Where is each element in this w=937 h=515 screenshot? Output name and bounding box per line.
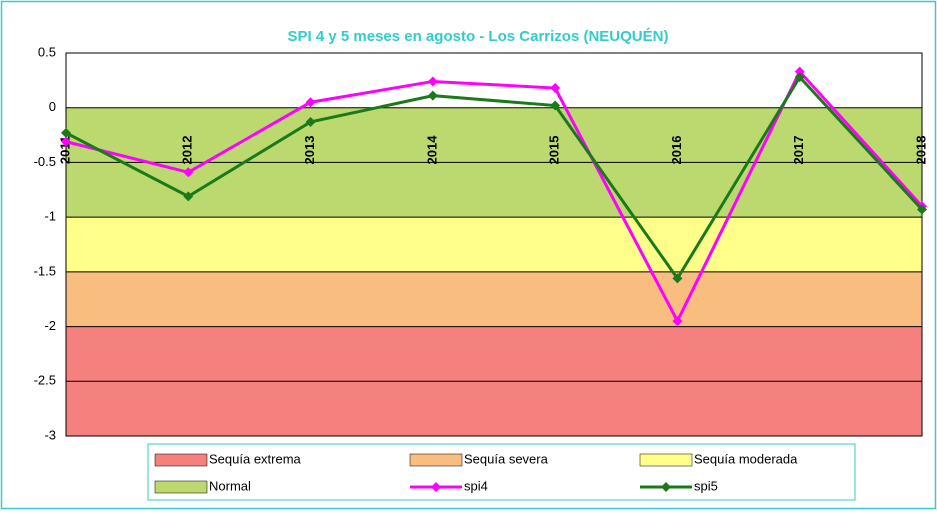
x-tick-label: 2012 [180,136,195,165]
y-tick-label: -1 [44,209,56,224]
legend-swatch [639,453,693,467]
legend-label: Sequía extrema [209,451,302,466]
legend-swatch [409,453,463,467]
marker [183,167,194,178]
legend-swatch [154,453,208,467]
x-tick-label: 2014 [424,135,439,165]
y-tick-label: -1.5 [34,263,56,278]
legend-box [147,443,856,501]
legend-swatch [154,480,208,494]
y-tick-label: -2 [44,318,56,333]
y-tick-label: -3 [44,427,56,442]
marker [61,127,71,138]
x-tick-label: 2015 [547,136,562,165]
chart-title: SPI 4 y 5 meses en agosto - Los Carrizos… [288,28,669,45]
plot-border [65,52,923,437]
x-tick-label: 2016 [669,136,684,165]
x-tick-label: 2013 [302,136,317,165]
marker [550,100,561,111]
marker [794,72,805,83]
y-tick-label: 0 [49,99,56,114]
band [66,271,922,327]
y-tick-label: -0.5 [34,154,56,169]
marker [794,66,805,77]
marker [305,116,316,127]
legend-label: Normal [209,478,251,493]
marker [672,273,683,284]
x-tick-label: 2017 [791,136,806,165]
marker [61,136,71,147]
legend-label: spi5 [694,478,718,493]
x-tick-label: 2018 [913,136,928,165]
y-tick-label: 0.5 [38,44,56,59]
marker [672,316,683,327]
marker [550,83,561,94]
marker [427,76,438,87]
marker [305,97,316,108]
legend-label: spi4 [464,478,488,493]
legend-label: Sequía moderada [694,451,798,466]
legend-marker [431,482,441,492]
marker [183,191,194,202]
marker [917,204,927,215]
series-line [65,74,924,282]
y-tick-label: -2.5 [34,373,56,388]
legend-label: Sequía severa [464,451,549,466]
legend-marker [661,482,671,492]
marker [427,90,438,101]
band [66,217,922,272]
